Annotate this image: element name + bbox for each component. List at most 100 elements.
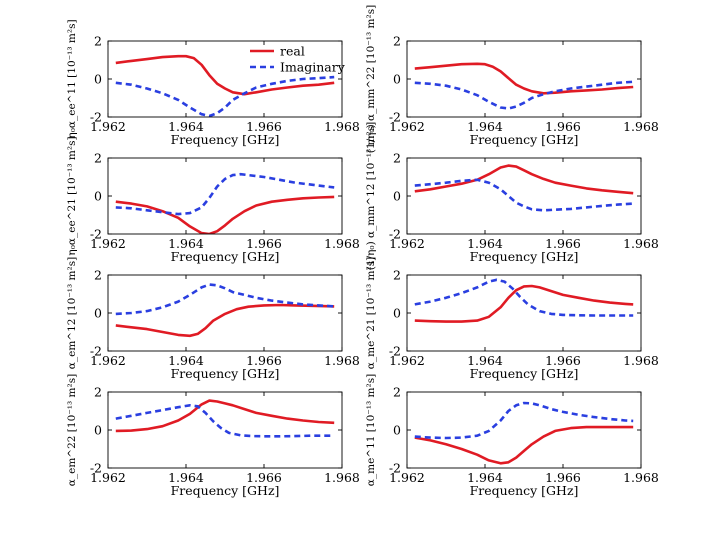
panel-7: 1.962 1.964 1.966 1.968 -2 0 2 Frequency [GHz] α…	[66, 374, 360, 498]
x-tick-label: 1.968	[623, 236, 659, 251]
y-tick-label: 2	[393, 385, 401, 400]
x-tick-label: 1.966	[246, 119, 282, 134]
panel-6: 1.962 1.964 1.966 1.968 -2 0 2 Frequency [GHz] α…	[365, 257, 659, 381]
x-tick-label: 1.968	[324, 470, 360, 485]
y-axis-label: η₀α_ee^21 [10⁻¹³ m²s]	[66, 136, 78, 255]
axes-frame	[406, 40, 642, 118]
series-imaginary-line	[115, 283, 335, 316]
x-tick-label: 1.968	[623, 353, 659, 368]
legend-label-imaginary: Imaginary	[280, 60, 346, 75]
y-tick-label: -2	[90, 227, 102, 242]
y-tick-label: 0	[94, 423, 102, 438]
y-tick-label: 0	[393, 189, 401, 204]
x-tick-label: 1.964	[168, 353, 204, 368]
x-tick-label: 1.966	[246, 353, 282, 368]
x-tick-label: 1.966	[545, 353, 581, 368]
y-tick-label: 2	[393, 268, 401, 283]
x-tick-label: 1.968	[324, 236, 360, 251]
x-tick-label: 1.966	[545, 119, 581, 134]
series-imaginary-line	[414, 80, 634, 110]
x-tick-label: 1.964	[467, 236, 503, 251]
y-tick-label: 2	[94, 34, 102, 49]
y-tick-label: -2	[389, 110, 401, 125]
y-axis-label: (1/η₀) α_mm^22 [10⁻¹³ m²s]	[365, 5, 377, 153]
y-axis-label: α_me^21 [10⁻¹³ m²s]	[365, 257, 377, 369]
y-tick-label: -2	[389, 344, 401, 359]
y-tick-label: -2	[90, 461, 102, 476]
series-real-line	[115, 54, 335, 96]
x-tick-label: 1.962	[389, 470, 425, 485]
y-axis-label: (1/η₀) α_mm^12 [10⁻¹³ m²s]	[365, 122, 377, 270]
x-tick-label: 1.962	[389, 119, 425, 134]
axes-frame	[107, 40, 343, 118]
y-tick-label: 0	[94, 189, 102, 204]
y-axis-label: η₀α_ee^11 [10⁻¹³ m²s]	[66, 19, 78, 138]
y-tick-label: 2	[393, 151, 401, 166]
y-tick-label: 0	[393, 423, 401, 438]
x-tick-label: 1.964	[467, 470, 503, 485]
y-tick-label: 0	[94, 306, 102, 321]
y-tick-label: 0	[94, 72, 102, 87]
series-real-line	[115, 195, 335, 234]
x-axis-label: Frequency [GHz]	[470, 483, 579, 498]
x-tick-label: 1.966	[545, 470, 581, 485]
panel-2: 1.962 1.964 1.966 1.968 -2 0 2 Frequency [GHz] (…	[365, 5, 659, 153]
x-axis-label: Frequency [GHz]	[171, 249, 280, 264]
x-tick-label: 1.968	[623, 119, 659, 134]
x-axis-label: Frequency [GHz]	[171, 132, 280, 147]
x-tick-label: 1.962	[90, 119, 126, 134]
x-tick-label: 1.964	[168, 236, 204, 251]
x-tick-label: 1.964	[168, 470, 204, 485]
legend-label-real: real	[280, 44, 305, 59]
x-axis-label: Frequency [GHz]	[470, 249, 579, 264]
y-tick-label: -2	[90, 110, 102, 125]
x-tick-label: 1.962	[389, 353, 425, 368]
y-tick-label: 0	[393, 72, 401, 87]
x-tick-label: 1.962	[90, 470, 126, 485]
series-imaginary-line	[414, 178, 634, 212]
x-tick-label: 1.964	[467, 119, 503, 134]
series-real-line	[115, 399, 335, 433]
x-tick-label: 1.962	[90, 236, 126, 251]
x-axis-label: Frequency [GHz]	[171, 366, 280, 381]
x-tick-label: 1.962	[389, 236, 425, 251]
y-axis-label: α_em^12 [10⁻¹³ m²s]	[66, 257, 78, 369]
x-axis-label: Frequency [GHz]	[171, 483, 280, 498]
series-imaginary-line	[115, 172, 335, 216]
x-axis-label: Frequency [GHz]	[470, 366, 579, 381]
series-real-line	[414, 62, 634, 95]
y-tick-label: 2	[94, 268, 102, 283]
series-real-line	[414, 425, 634, 465]
y-tick-label: 2	[94, 151, 102, 166]
x-tick-label: 1.964	[467, 353, 503, 368]
series-imaginary-line	[414, 278, 634, 317]
x-tick-label: 1.962	[90, 353, 126, 368]
panel-3: 1.962 1.964 1.966 1.968 -2 0 2 Frequency [GHz] η…	[66, 136, 360, 264]
y-axis-label: α_em^22 [10⁻¹³ m²s]	[66, 374, 78, 486]
panel-8: 1.962 1.964 1.966 1.968 -2 0 2 Frequency [GHz] α…	[365, 374, 659, 498]
x-tick-label: 1.968	[623, 470, 659, 485]
y-tick-label: 2	[393, 34, 401, 49]
y-tick-label: -2	[389, 227, 401, 242]
series-imaginary-line	[115, 404, 335, 438]
x-tick-label: 1.966	[545, 236, 581, 251]
series-real-line	[414, 284, 634, 323]
x-tick-label: 1.966	[246, 236, 282, 251]
panel-1: 1.962 1.964 1.966 1.968 -2 0 2 Frequency [GHz] η…	[66, 19, 360, 147]
series-real-line	[414, 164, 634, 195]
panel-5: 1.962 1.964 1.966 1.968 -2 0 2 Frequency [GHz] α…	[66, 257, 360, 381]
series-imaginary-line	[414, 401, 634, 440]
x-tick-label: 1.968	[324, 119, 360, 134]
y-tick-label: -2	[389, 461, 401, 476]
axes-frame	[107, 157, 343, 235]
x-tick-label: 1.966	[246, 470, 282, 485]
x-tick-label: 1.968	[324, 353, 360, 368]
y-tick-label: 2	[94, 385, 102, 400]
series-imaginary-line	[115, 75, 335, 117]
y-tick-label: 0	[393, 306, 401, 321]
panel-4: 1.962 1.964 1.966 1.968 -2 0 2 Frequency [GHz] (…	[365, 122, 659, 270]
y-tick-label: -2	[90, 344, 102, 359]
x-tick-label: 1.964	[168, 119, 204, 134]
